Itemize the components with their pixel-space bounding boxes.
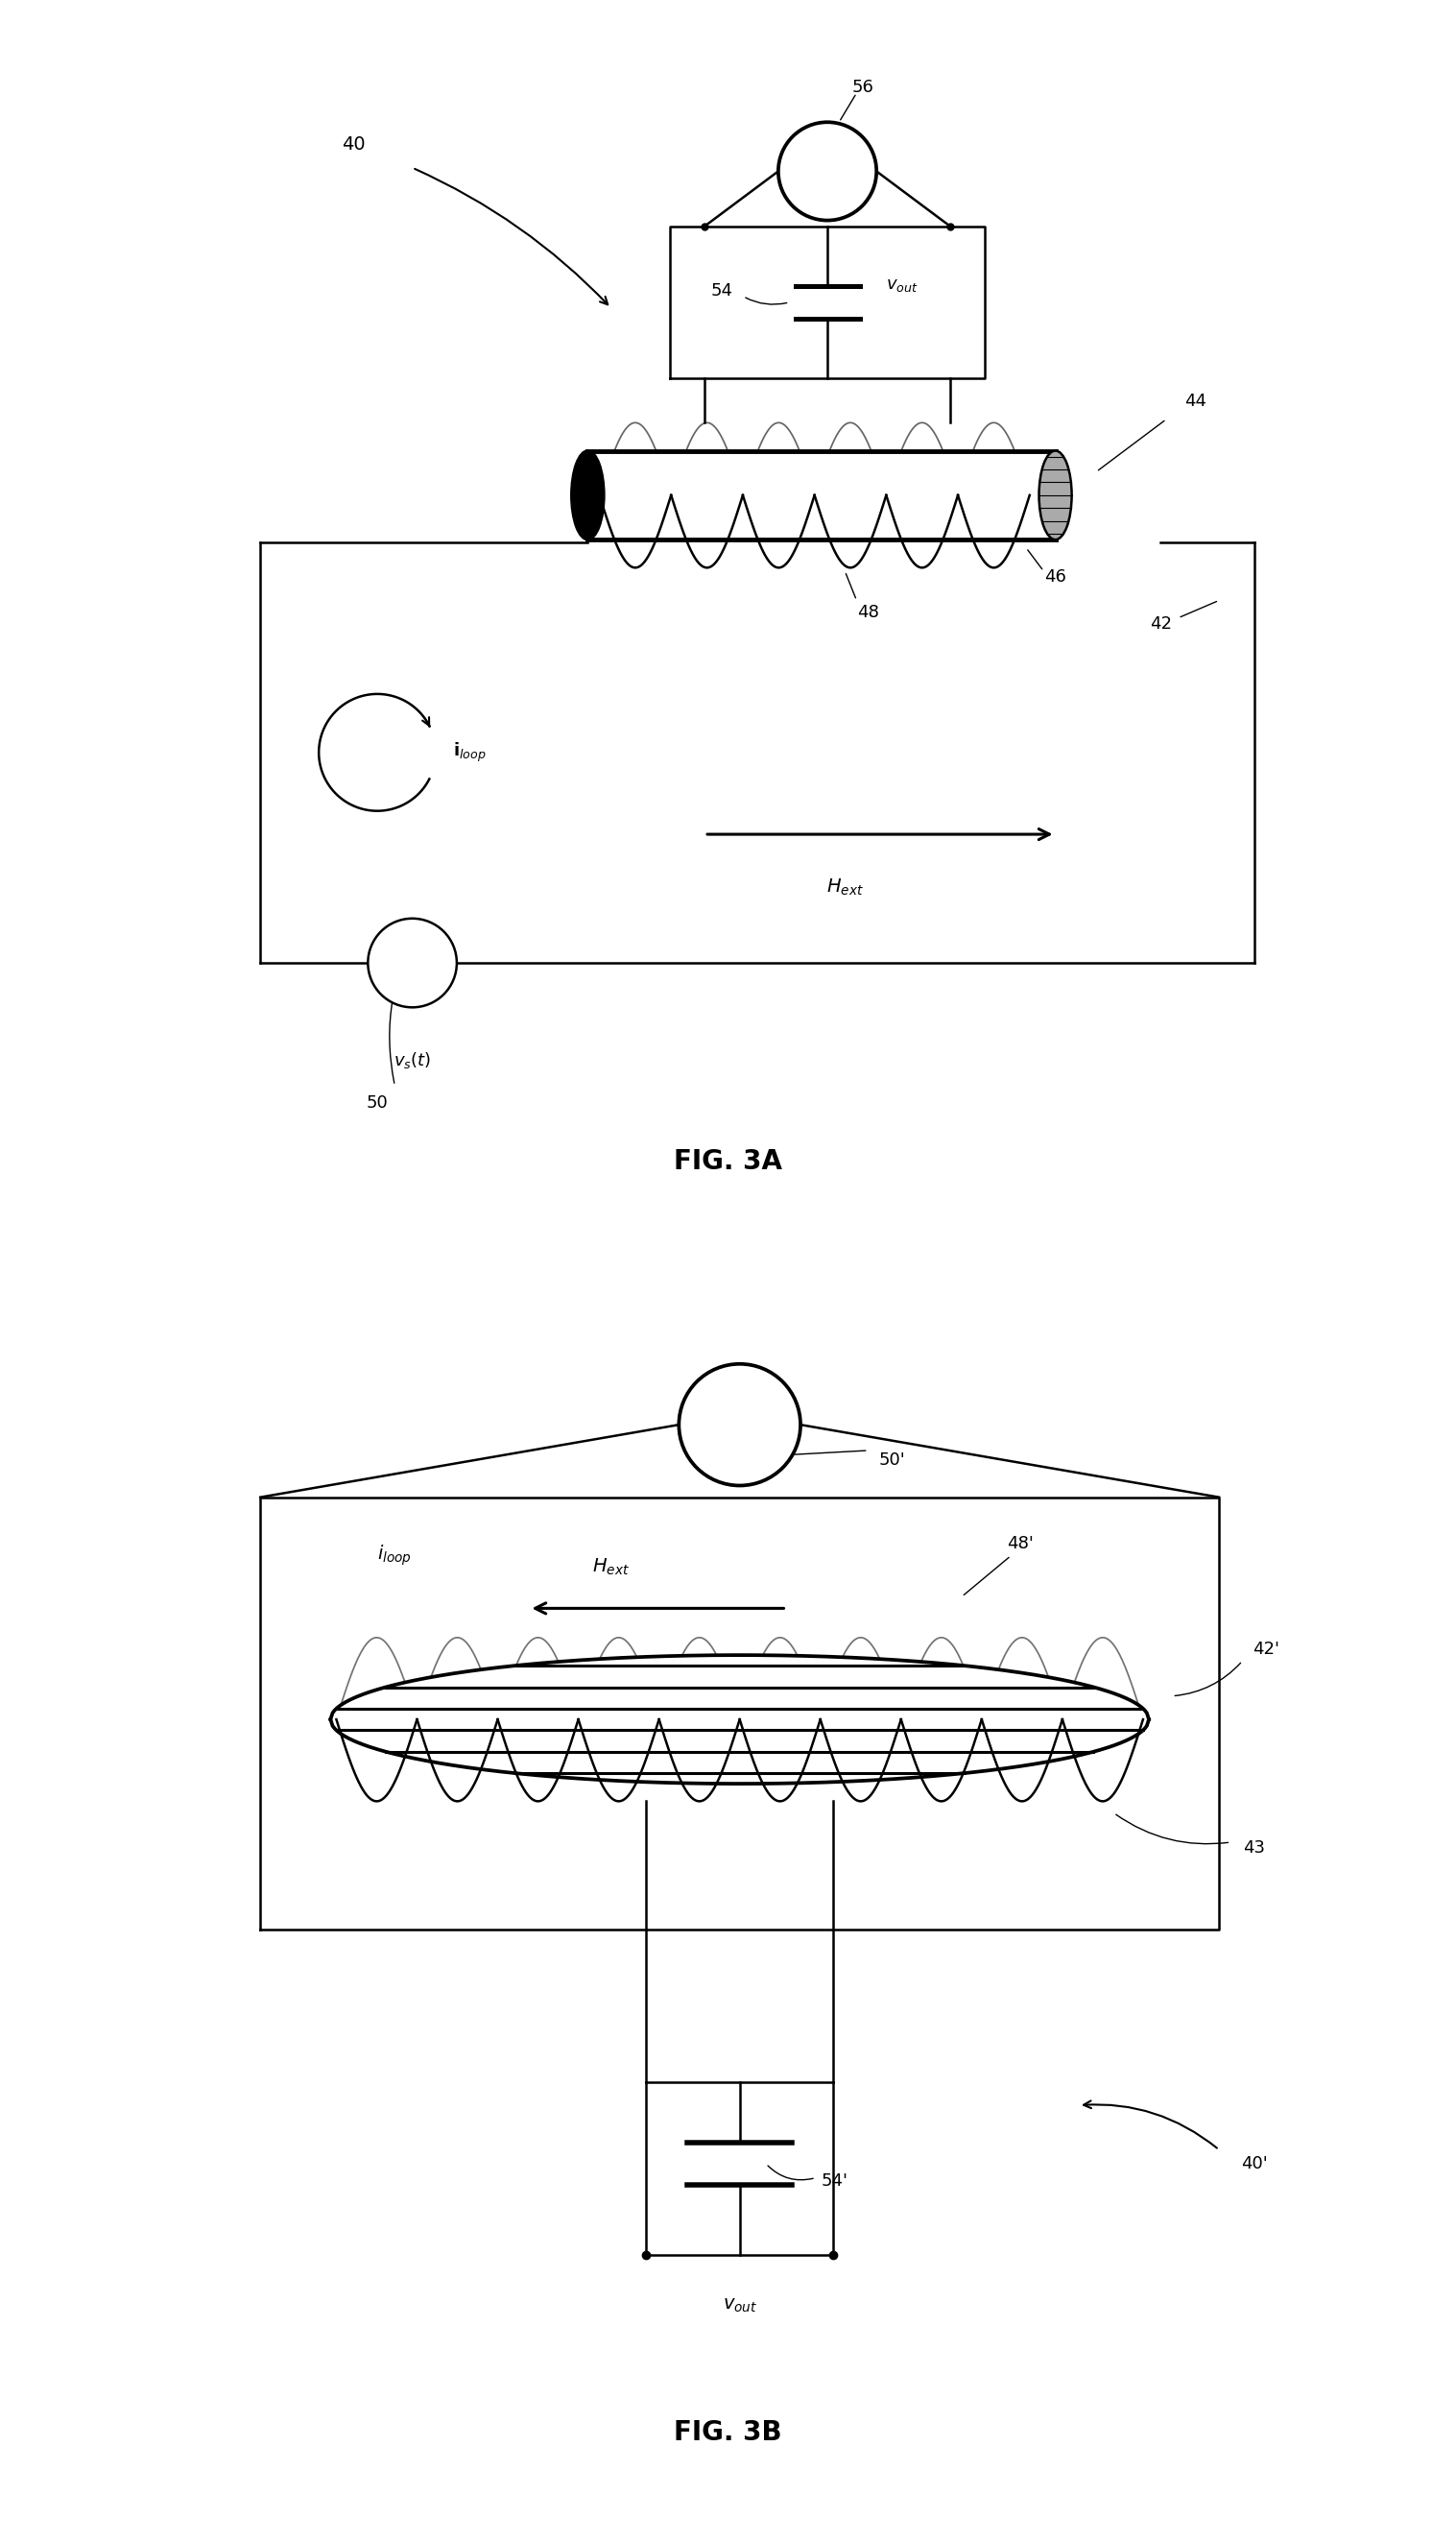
Text: 56: 56 — [852, 79, 874, 97]
Text: FIG. 3B: FIG. 3B — [674, 2420, 782, 2445]
Ellipse shape — [1040, 450, 1072, 539]
Text: FIG. 3A: FIG. 3A — [674, 1149, 782, 1174]
Text: $H_{ext}$: $H_{ext}$ — [593, 1558, 630, 1579]
Text: 42': 42' — [1252, 1640, 1280, 1657]
Circle shape — [779, 122, 877, 221]
Text: 42: 42 — [1150, 615, 1172, 633]
Text: 40': 40' — [1241, 2156, 1267, 2173]
Text: $H_{ext}$: $H_{ext}$ — [826, 877, 863, 897]
Text: 48': 48' — [1008, 1535, 1034, 1553]
Text: $\mathbf{i}_{loop}$: $\mathbf{i}_{loop}$ — [453, 740, 486, 765]
Text: +: + — [392, 951, 403, 963]
Text: 40: 40 — [342, 135, 365, 153]
Ellipse shape — [571, 450, 604, 539]
Text: 43: 43 — [1243, 1840, 1265, 1856]
Text: 48: 48 — [858, 602, 879, 620]
Text: V: V — [820, 163, 836, 180]
Text: $i_{loop}$: $i_{loop}$ — [377, 1543, 412, 1568]
Text: $v_s(t)$: $v_s(t)$ — [393, 1050, 431, 1070]
Text: $v_{out}$: $v_{out}$ — [722, 2295, 757, 2313]
Text: 50: 50 — [367, 1096, 389, 1111]
Text: $v_s(t)$: $v_s(t)$ — [722, 1416, 757, 1434]
Text: 54: 54 — [711, 282, 734, 300]
Text: 50': 50' — [878, 1451, 906, 1469]
Circle shape — [678, 1365, 801, 1485]
Text: 54': 54' — [821, 2173, 849, 2189]
Text: -: - — [425, 961, 431, 976]
Circle shape — [368, 918, 457, 1007]
Text: 46: 46 — [1044, 569, 1066, 585]
Text: 44: 44 — [1185, 394, 1207, 409]
Text: $v_{out}$: $v_{out}$ — [885, 277, 919, 292]
